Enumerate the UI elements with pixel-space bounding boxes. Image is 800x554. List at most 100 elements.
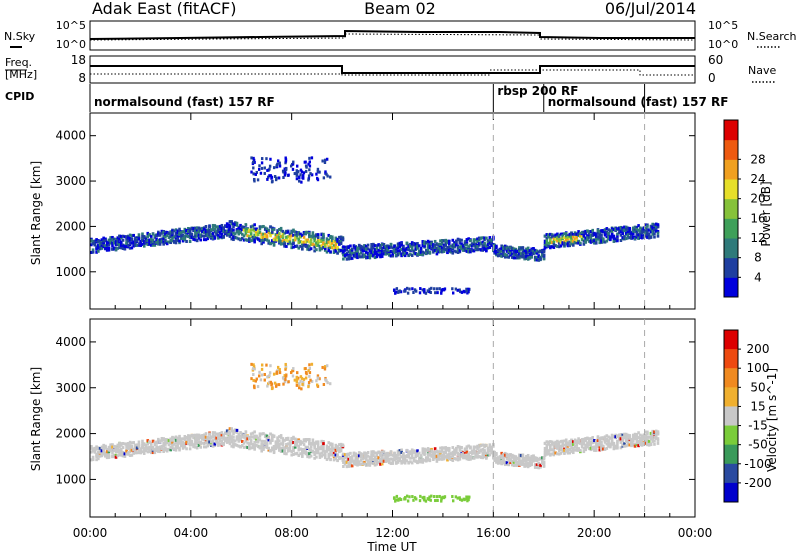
velocity-cell <box>656 437 660 441</box>
velocity-cell <box>244 439 248 443</box>
power-cell <box>637 224 640 228</box>
power-cell <box>237 237 241 241</box>
velocity-cell <box>366 450 370 454</box>
velocity-cell <box>316 383 319 387</box>
power-cell <box>400 254 403 258</box>
velocity-cell <box>105 453 109 457</box>
velocity-cell <box>386 451 389 455</box>
velocity-cell <box>350 455 354 459</box>
velocity-cell <box>380 454 384 458</box>
power-cell <box>589 236 593 240</box>
power-cell <box>646 228 649 232</box>
power-cell <box>217 227 220 231</box>
power-cell <box>481 236 485 240</box>
power-cell <box>313 239 316 243</box>
velocity-cell <box>356 459 359 463</box>
power-cell <box>587 239 591 243</box>
noise-panel: N.Sky 10^5 10^0 10^5 10^0 N.Search <box>4 19 797 51</box>
velocity-cell <box>263 445 267 449</box>
velocity-cell <box>320 445 324 449</box>
velocity-cell <box>295 451 299 455</box>
power-cell <box>255 236 258 240</box>
power-cell <box>521 249 525 253</box>
power-cell <box>635 231 639 235</box>
power-cell <box>598 236 602 240</box>
velocity-cell <box>201 434 204 438</box>
velocity-cell <box>550 442 554 446</box>
velocity-cell <box>228 431 232 435</box>
power-cell <box>332 244 336 248</box>
velocity-cell <box>185 440 188 444</box>
velocity-cell <box>116 450 120 454</box>
velocity-cell <box>564 449 568 453</box>
power-cell <box>623 228 626 232</box>
velocity-cell <box>384 454 388 458</box>
velocity-cell <box>225 432 229 436</box>
velocity-cell <box>616 446 619 450</box>
power-cell <box>354 252 358 256</box>
power-cell <box>267 231 271 235</box>
velocity-cell <box>102 448 105 452</box>
velocity-cell <box>564 441 568 445</box>
power-cell <box>278 164 282 168</box>
power-cell <box>356 246 359 250</box>
power-cell <box>222 226 225 230</box>
velocity-cell <box>292 440 295 444</box>
velocity-cell <box>181 446 185 450</box>
velocity-cell <box>398 456 402 460</box>
power-cell <box>162 234 165 238</box>
velocity-cell <box>639 433 642 437</box>
velocity-cell <box>552 453 556 457</box>
velocity-cell <box>596 444 600 448</box>
power-cell <box>564 232 568 236</box>
velocity-cell <box>281 441 285 445</box>
power-cell <box>119 240 123 244</box>
power-cell <box>309 241 313 245</box>
power-cell <box>462 244 465 248</box>
power-cell <box>543 243 547 247</box>
velocity-cell <box>213 434 217 438</box>
velocity-cell <box>125 449 128 453</box>
velocity-cell <box>235 435 239 439</box>
power-cell <box>366 255 370 259</box>
power-cell <box>254 172 257 176</box>
velocity-cell <box>307 385 310 389</box>
velocity-cell <box>357 454 361 458</box>
velocity-cell <box>295 383 299 387</box>
velocity-cell <box>144 443 148 447</box>
power-cell <box>135 243 139 247</box>
velocity-cell <box>127 446 130 450</box>
power-cell <box>556 236 559 240</box>
velocity-cell <box>334 450 338 454</box>
velocity-cell <box>309 448 313 452</box>
velocity-cell <box>252 365 256 369</box>
power-cell <box>201 226 204 230</box>
power-cell <box>405 251 409 255</box>
power-cell <box>313 249 316 253</box>
velocity-cell <box>123 454 127 458</box>
power-cell <box>605 230 609 234</box>
power-cell <box>396 249 400 253</box>
power-cell <box>382 246 386 250</box>
power-cell <box>594 241 598 245</box>
velocity-cell <box>242 441 246 445</box>
velocity-cell <box>132 441 135 445</box>
velocity-cell <box>542 457 546 461</box>
power-cell <box>621 232 624 236</box>
velocity-cell <box>250 362 253 366</box>
power-cell <box>493 249 496 253</box>
power-cell <box>100 246 104 250</box>
velocity-cell <box>485 443 488 447</box>
velocity-cell <box>119 451 123 455</box>
power-cell <box>148 238 151 242</box>
power-cell <box>302 235 306 239</box>
velocity-cell <box>628 443 632 447</box>
power-cell <box>252 178 256 182</box>
power-cell <box>547 234 550 238</box>
velocity-cell <box>430 449 433 453</box>
power-cell <box>199 233 203 237</box>
power-cell <box>342 249 345 253</box>
power-cell <box>656 231 660 235</box>
power-cell <box>274 235 278 239</box>
power-cell <box>428 246 432 250</box>
